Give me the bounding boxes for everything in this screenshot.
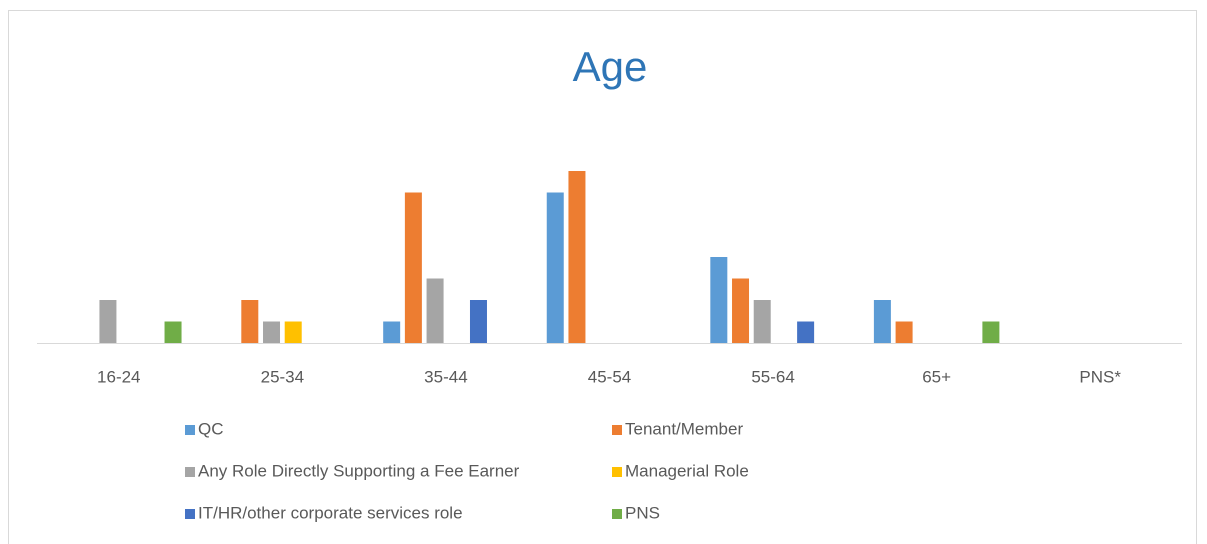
legend-swatch [612, 509, 622, 519]
chart-title: Age [573, 43, 648, 90]
bar [753, 300, 771, 343]
bar [568, 171, 586, 343]
legend-label: Any Role Directly Supporting a Fee Earne… [198, 461, 520, 480]
bar [982, 321, 1000, 343]
bar [383, 321, 401, 343]
legend-label: PNS [625, 503, 660, 522]
bar [710, 257, 728, 343]
legend-label: IT/HR/other corporate services role [198, 503, 463, 522]
bar [732, 278, 750, 343]
x-tick-label: 65+ [922, 367, 951, 386]
bar [469, 300, 487, 343]
bar [164, 321, 182, 343]
bar [241, 300, 259, 343]
x-tick-label: 25-34 [261, 367, 304, 386]
bar [263, 321, 281, 343]
legend-swatch [185, 467, 195, 477]
bar [426, 278, 444, 343]
legend-label: Managerial Role [625, 461, 749, 480]
x-tick-label: 45-54 [588, 367, 631, 386]
x-tick-label: 35-44 [424, 367, 467, 386]
bar [284, 321, 302, 343]
bar [797, 321, 815, 343]
legend-swatch [185, 425, 195, 435]
chart-border [8, 10, 1197, 544]
legend-label: Tenant/Member [625, 419, 743, 438]
legend-swatch [185, 509, 195, 519]
bar [404, 192, 422, 343]
bar [895, 321, 913, 343]
bar [873, 300, 891, 343]
x-tick-label: PNS* [1079, 367, 1121, 386]
x-tick-label: 55-64 [751, 367, 794, 386]
bar [99, 300, 117, 343]
legend-label: QC [198, 419, 224, 438]
x-tick-label: 16-24 [97, 367, 140, 386]
bar [546, 192, 564, 343]
legend-swatch [612, 425, 622, 435]
legend-swatch [612, 467, 622, 477]
